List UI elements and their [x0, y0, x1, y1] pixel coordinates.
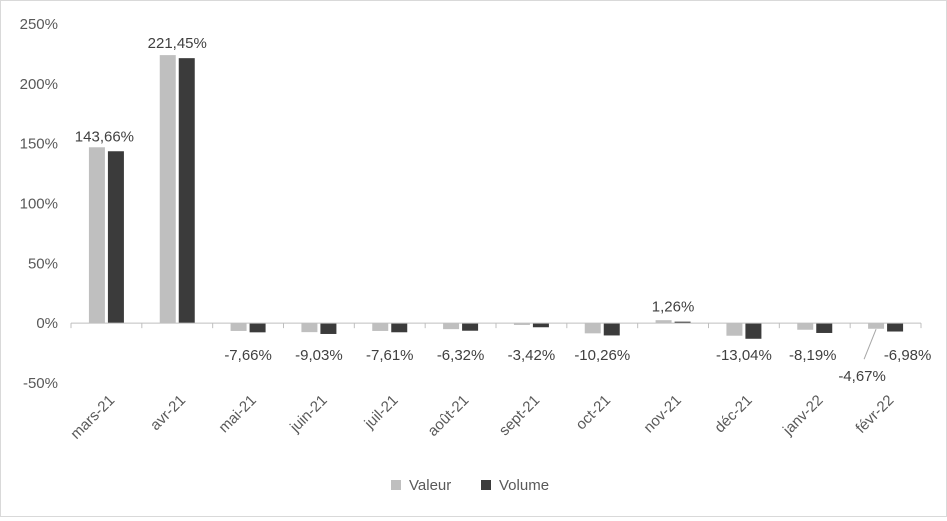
bar-volume [674, 321, 691, 324]
bar-valeur [513, 323, 530, 325]
bar-valeur [159, 55, 176, 324]
y-axis: 250% 200% 150% 100% 50% 0% -50% [20, 16, 58, 392]
data-label: -10,26% [574, 347, 630, 364]
data-label: -6,98% [884, 347, 932, 364]
bars [88, 55, 904, 339]
data-labels: 143,66% 221,45% -7,66% -9,03% -7,61% -6,32% -3… [75, 35, 932, 385]
x-tick-label: déc-21 [711, 392, 755, 436]
y-tick-label: 50% [28, 255, 58, 272]
bar-valeur [301, 323, 318, 333]
y-tick-label: 250% [20, 16, 58, 33]
zero-baseline [70, 322, 922, 329]
bar-valeur [655, 320, 672, 324]
data-label: -7,61% [366, 347, 414, 364]
bar-valeur [584, 323, 601, 334]
data-label: 143,66% [75, 128, 134, 145]
x-tick-label: sept-21 [496, 392, 543, 439]
data-label: 221,45% [148, 35, 207, 52]
x-tick-label: août-21 [424, 392, 472, 440]
data-label: -8,19% [789, 347, 837, 364]
legend-label-volume: Volume [499, 477, 549, 494]
data-label: -13,04% [716, 347, 772, 364]
bar-valeur [726, 323, 743, 336]
bar-volume [107, 151, 124, 324]
y-tick-label: 200% [20, 76, 58, 93]
bar-volume [320, 323, 337, 334]
legend-label-valeur: Valeur [409, 477, 451, 494]
y-tick-label: 0% [36, 315, 58, 332]
data-label: 1,26% [652, 299, 695, 316]
y-tick-label: 150% [20, 136, 58, 153]
data-label: -7,66% [224, 347, 272, 364]
bar-volume [178, 58, 195, 324]
bar-volume [462, 323, 479, 331]
bar-volume [249, 323, 266, 333]
bar-volume [391, 323, 408, 333]
bar-volume [887, 323, 904, 332]
leader-line [863, 328, 877, 360]
x-tick-label: mai-21 [215, 392, 259, 436]
legend: Valeur Volume [391, 477, 549, 494]
x-axis: mars-21 avr-21 mai-21 juin-21 juil-21 août-21… [67, 392, 897, 443]
legend-swatch-valeur [391, 480, 401, 490]
data-label-extra: -4,67% [838, 368, 886, 385]
x-tick-label: oct-21 [573, 392, 615, 434]
bar-valeur [868, 323, 885, 329]
y-tick-label: 100% [20, 196, 58, 213]
bar-volume [816, 323, 833, 333]
bar-valeur [443, 323, 460, 330]
x-tick-label: janv-22 [779, 392, 827, 440]
data-label: -3,42% [508, 347, 556, 364]
bar-valeur [797, 323, 814, 330]
bar-valeur [88, 147, 105, 324]
y-tick-label: -50% [23, 375, 58, 392]
legend-swatch-volume [481, 480, 491, 490]
x-tick-label: juin-21 [286, 392, 331, 437]
bar-volume [532, 323, 549, 328]
x-tick-label: avr-21 [147, 392, 189, 434]
bar-valeur [230, 323, 247, 331]
x-tick-label: juil-21 [361, 392, 402, 433]
bar-volume [603, 323, 620, 336]
x-tick-label: nov-21 [640, 392, 684, 436]
data-label: -6,32% [437, 347, 485, 364]
x-tick-label: févr-22 [852, 392, 897, 437]
data-label: -9,03% [295, 347, 343, 364]
bar-valeur [372, 323, 389, 331]
x-tick-label: mars-21 [67, 392, 118, 443]
bar-volume [745, 323, 762, 339]
